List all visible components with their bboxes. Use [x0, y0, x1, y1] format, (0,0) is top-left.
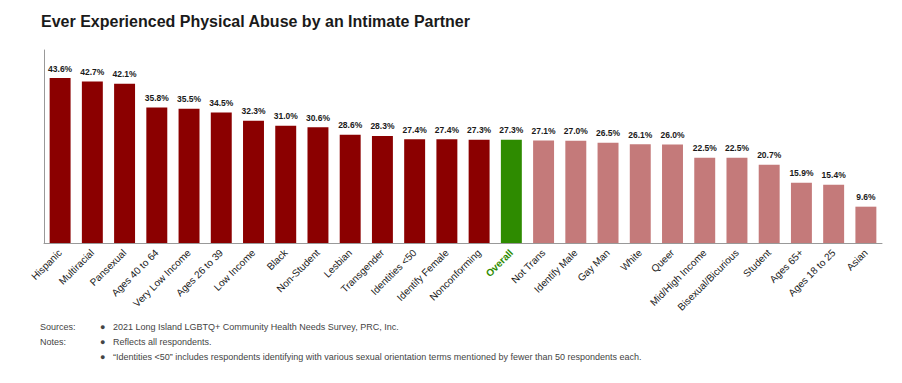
svg-text:Transgender: Transgender	[338, 247, 387, 295]
svg-text:Low Income: Low Income	[212, 247, 258, 293]
svg-text:Black: Black	[265, 247, 290, 272]
svg-text:22.5%: 22.5%	[725, 143, 750, 153]
svg-text:Nonconforming: Nonconforming	[427, 247, 483, 303]
svg-text:Gay Man: Gay Man	[576, 247, 612, 283]
svg-text:Identify Male: Identify Male	[532, 247, 580, 295]
svg-text:32.3%: 32.3%	[241, 106, 266, 116]
svg-text:Non-Student: Non-Student	[274, 247, 322, 295]
svg-text:Lesbian: Lesbian	[322, 247, 355, 280]
svg-text:Bisexual/Bicurious: Bisexual/Bicurious	[675, 247, 740, 312]
svg-text:Queer: Queer	[649, 247, 677, 275]
svg-text:Student: Student	[741, 247, 773, 279]
svg-text:Very Low Income: Very Low Income	[131, 247, 193, 309]
svg-text:20.7%: 20.7%	[757, 150, 782, 160]
svg-text:Asian: Asian	[844, 247, 869, 272]
svg-text:Identify Female: Identify Female	[394, 247, 451, 304]
svg-text:Not Trans: Not Trans	[509, 247, 548, 286]
svg-text:22.5%: 22.5%	[693, 143, 718, 153]
svg-text:27.4%: 27.4%	[403, 125, 428, 135]
svg-text:Multiracial: Multiracial	[56, 247, 97, 287]
svg-text:Ages 26 to 39: Ages 26 to 39	[173, 247, 226, 299]
svg-text:43.6%: 43.6%	[48, 64, 73, 74]
svg-text:35.5%: 35.5%	[177, 94, 202, 104]
svg-text:31.0%: 31.0%	[274, 111, 299, 121]
svg-text:26.0%: 26.0%	[660, 130, 685, 140]
svg-text:34.5%: 34.5%	[209, 98, 234, 108]
svg-text:9.6%: 9.6%	[856, 192, 876, 202]
svg-text:Ages 65+: Ages 65+	[767, 247, 806, 285]
svg-text:26.5%: 26.5%	[596, 128, 621, 138]
svg-text:26.1%: 26.1%	[628, 130, 653, 140]
svg-text:Mid/High Income: Mid/High Income	[648, 247, 709, 308]
svg-text:Ages 40 to 64: Ages 40 to 64	[109, 247, 161, 299]
svg-text:42.1%: 42.1%	[113, 69, 138, 79]
svg-text:Ages 18 to 25: Ages 18 to 25	[786, 247, 838, 299]
svg-text:27.3%: 27.3%	[499, 125, 524, 135]
svg-text:27.1%: 27.1%	[532, 126, 557, 136]
svg-text:Hispanic: Hispanic	[29, 247, 64, 282]
svg-text:27.4%: 27.4%	[435, 125, 460, 135]
svg-text:● Reflects all respondents.: ● Reflects all respondents.	[100, 337, 212, 347]
svg-text:42.7%: 42.7%	[80, 67, 105, 77]
svg-text:● “Identities <50” includes: ● “Identities <50” includes respondents …	[100, 352, 642, 362]
svg-text:27.0%: 27.0%	[564, 126, 589, 136]
svg-text:30.6%: 30.6%	[306, 113, 331, 123]
svg-text:15.4%: 15.4%	[822, 170, 847, 180]
svg-text:Identities <50: Identities <50	[368, 247, 419, 298]
svg-text:Pansexual: Pansexual	[87, 247, 129, 288]
svg-text:15.9%: 15.9%	[789, 168, 814, 178]
svg-text:28.3%: 28.3%	[370, 121, 395, 131]
svg-text:35.8%: 35.8%	[145, 93, 170, 103]
svg-text:Overall: Overall	[484, 247, 516, 279]
svg-text:27.3%: 27.3%	[467, 125, 492, 135]
svg-text:Sources:: Sources:	[40, 322, 76, 332]
svg-text:28.6%: 28.6%	[338, 120, 363, 130]
svg-text:● 2021 Long Island LGBTQ+ Co: ● 2021 Long Island LGBTQ+ Community Heal…	[100, 322, 399, 332]
svg-text:White: White	[618, 247, 644, 273]
svg-text:Notes:: Notes:	[40, 337, 66, 347]
svg-text:Ever Experienced Physical Abus: Ever Experienced Physical Abuse by an In…	[41, 13, 470, 30]
